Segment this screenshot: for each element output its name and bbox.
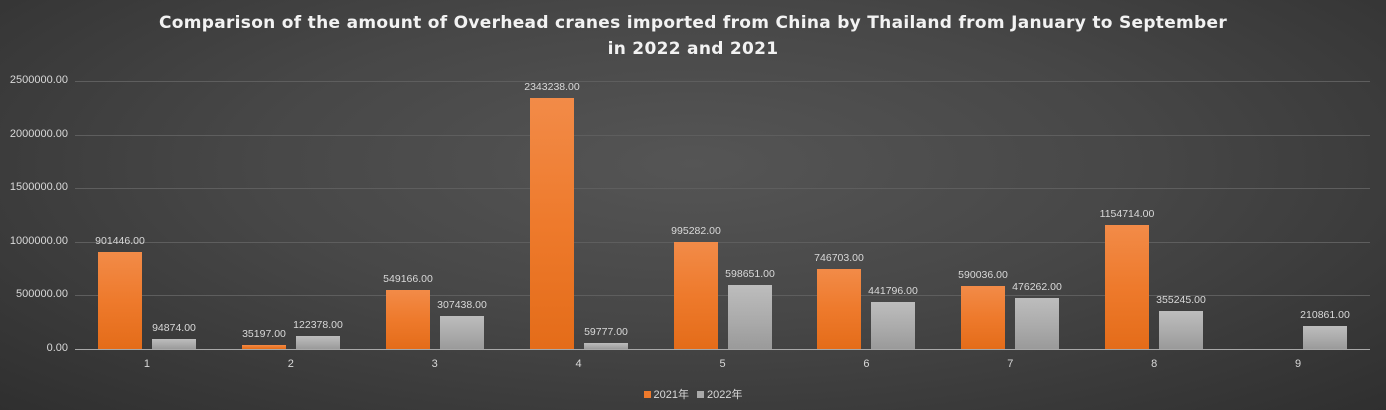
x-tick-label: 4 bbox=[575, 358, 582, 370]
gridline bbox=[75, 135, 1370, 136]
chart-title: Comparison of the amount of Overhead cra… bbox=[0, 10, 1386, 62]
bar-2021 bbox=[1105, 225, 1149, 349]
bar-2021 bbox=[530, 98, 574, 349]
data-label: 307438.00 bbox=[437, 299, 487, 311]
chart-title-line-1: Comparison of the amount of Overhead cra… bbox=[158, 13, 1228, 33]
legend-label: 2022年 bbox=[707, 389, 743, 401]
gridline bbox=[75, 188, 1370, 189]
data-label: 59777.00 bbox=[584, 326, 628, 338]
y-tick-label: 2500000.00 bbox=[9, 74, 68, 86]
legend-item-2022: 2022年 bbox=[697, 386, 742, 402]
bar-2022 bbox=[1303, 326, 1347, 349]
bar-2022 bbox=[1015, 298, 1059, 349]
x-tick-label: 6 bbox=[863, 358, 870, 370]
data-label: 476262.00 bbox=[1012, 281, 1062, 293]
data-label: 441796.00 bbox=[868, 285, 918, 297]
bar-2021 bbox=[242, 345, 286, 349]
data-label: 122378.00 bbox=[293, 319, 343, 331]
bar-2022 bbox=[296, 336, 340, 349]
x-tick-label: 5 bbox=[719, 358, 726, 370]
x-tick-label: 1 bbox=[143, 358, 150, 370]
data-label: 995282.00 bbox=[671, 225, 721, 237]
data-label: 901446.00 bbox=[95, 235, 145, 247]
x-tick-label: 9 bbox=[1294, 358, 1302, 370]
data-label: 598651.00 bbox=[725, 268, 775, 280]
data-label: 94874.00 bbox=[152, 322, 196, 334]
y-tick-label: 500000.00 bbox=[16, 288, 68, 300]
y-tick-label: 1500000.00 bbox=[9, 181, 68, 193]
data-label: 2343238.00 bbox=[524, 81, 580, 93]
legend: 2021年 2022年 bbox=[0, 386, 1386, 402]
data-label: 355245.00 bbox=[1156, 294, 1206, 306]
gridline bbox=[75, 242, 1370, 243]
data-label: 746703.00 bbox=[814, 252, 864, 264]
x-tick-label: 8 bbox=[1151, 358, 1158, 370]
chart-title-line-2: in 2022 and 2021 bbox=[607, 39, 779, 59]
x-tick-label: 2 bbox=[287, 358, 294, 370]
x-axis-line bbox=[75, 349, 1370, 350]
y-tick-label: 1000000.00 bbox=[9, 235, 68, 247]
data-label: 1154714.00 bbox=[1099, 208, 1155, 220]
data-label: 35197.00 bbox=[242, 328, 286, 340]
x-tick-label: 3 bbox=[431, 358, 438, 370]
y-tick-label: 0.00 bbox=[46, 342, 68, 354]
bar-2022 bbox=[871, 302, 915, 349]
data-label: 549166.00 bbox=[383, 273, 433, 285]
x-tick-label: 7 bbox=[1007, 358, 1014, 370]
bar-2021 bbox=[817, 269, 861, 349]
bar-2022 bbox=[152, 339, 196, 349]
bar-2021 bbox=[98, 252, 142, 349]
bar-2022 bbox=[440, 316, 484, 349]
bar-2022 bbox=[1159, 311, 1203, 349]
legend-label: 2021年 bbox=[653, 389, 689, 401]
bar-2021 bbox=[386, 290, 430, 349]
gridline bbox=[75, 295, 1370, 296]
data-label: 590036.00 bbox=[958, 269, 1008, 281]
y-tick-label: 2000000.00 bbox=[9, 128, 68, 140]
legend-item-2021: 2021年 bbox=[643, 386, 689, 402]
bar-2022 bbox=[728, 285, 772, 349]
gridline bbox=[75, 81, 1370, 82]
bar-2021 bbox=[674, 242, 718, 349]
legend-swatch-icon bbox=[643, 390, 651, 398]
legend-swatch-icon bbox=[697, 390, 704, 398]
bar-2022 bbox=[584, 343, 628, 349]
data-label: 210861.00 bbox=[1300, 309, 1350, 321]
bar-2021 bbox=[961, 286, 1005, 349]
